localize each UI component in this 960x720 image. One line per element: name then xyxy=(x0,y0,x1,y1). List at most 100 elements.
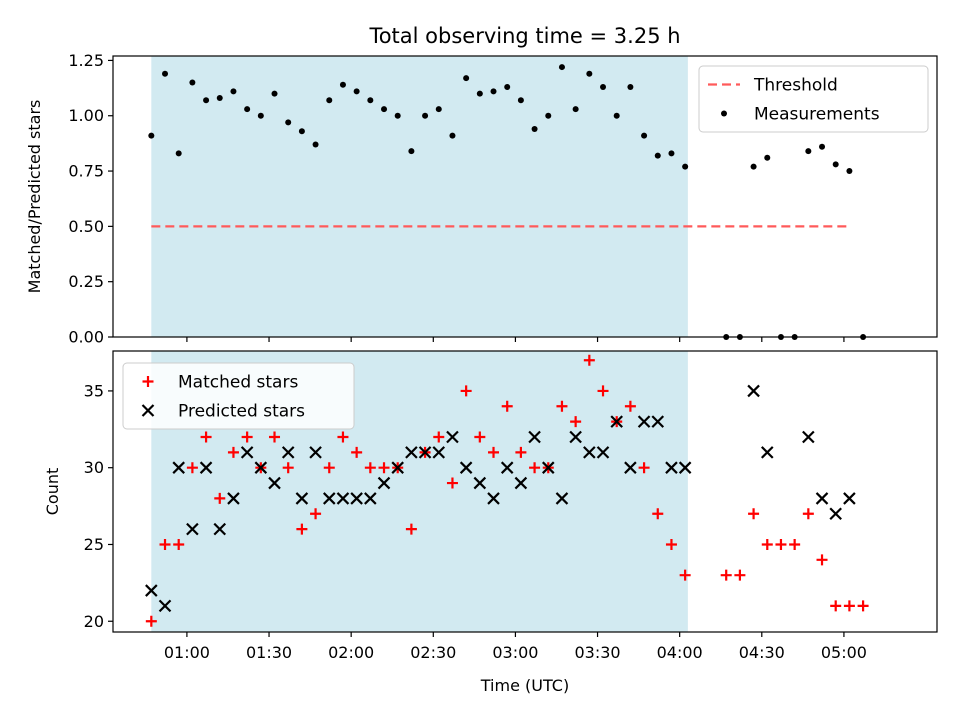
legend-label: Predicted stars xyxy=(178,402,305,422)
data-point xyxy=(816,554,828,566)
data-point xyxy=(257,112,264,119)
data-point xyxy=(764,154,771,161)
data-point xyxy=(789,538,801,550)
data-point xyxy=(654,152,661,159)
data-point xyxy=(186,522,199,536)
y-tick-label: 1.00 xyxy=(68,106,104,125)
data-point xyxy=(830,600,842,612)
panels: 0.00 0.25 0.50 0.75 1.00 1.25 Matched/Predicte… xyxy=(25,51,938,662)
data-point xyxy=(815,492,829,505)
data-point xyxy=(750,163,757,170)
data-point xyxy=(394,112,401,119)
data-point xyxy=(227,492,240,505)
data-point xyxy=(353,88,360,95)
data-point xyxy=(679,569,691,581)
data-point xyxy=(748,508,760,520)
legend-swatch xyxy=(141,404,155,417)
x-tick-label: 04:00 xyxy=(657,643,703,662)
panel-2: 20 25 30 35 01:00 01:30 02:00 02:30 03:00 03:30 04… xyxy=(43,350,938,662)
data-point xyxy=(405,523,417,535)
data-point xyxy=(367,97,374,104)
data-point xyxy=(459,461,473,474)
data-point xyxy=(515,446,527,458)
data-point xyxy=(446,430,459,444)
data-point xyxy=(145,615,157,627)
data-point xyxy=(377,476,391,490)
data-point xyxy=(531,126,538,133)
y-tick-label: 20 xyxy=(84,612,104,631)
y-tick-label: 25 xyxy=(84,535,104,554)
data-point xyxy=(720,569,732,581)
data-point xyxy=(172,461,185,474)
data-point xyxy=(545,112,552,119)
y-tick-label: 1.25 xyxy=(68,51,104,70)
data-point xyxy=(216,95,223,102)
data-point xyxy=(819,143,826,150)
data-point xyxy=(295,492,309,505)
data-point xyxy=(638,462,650,474)
data-point xyxy=(747,384,760,398)
x-tick-label: 04:30 xyxy=(739,643,785,662)
data-point xyxy=(490,88,497,95)
legend-box xyxy=(122,362,355,430)
data-point xyxy=(199,461,213,474)
data-point xyxy=(378,462,390,474)
data-point xyxy=(213,522,227,536)
data-point xyxy=(473,476,487,490)
data-point xyxy=(240,446,254,459)
data-point xyxy=(418,446,432,459)
data-point xyxy=(351,446,363,458)
x-tick-label: 02:30 xyxy=(410,643,456,662)
x-tick-label: 02:00 xyxy=(328,643,374,662)
data-point xyxy=(597,385,609,397)
data-point xyxy=(298,128,305,135)
y-tick-label: 0.25 xyxy=(68,272,104,291)
data-point xyxy=(488,446,500,458)
data-point xyxy=(846,168,853,175)
data-point xyxy=(282,462,294,474)
data-point xyxy=(651,415,665,428)
data-point xyxy=(463,75,470,82)
data-point xyxy=(230,88,237,95)
data-point xyxy=(627,83,634,90)
data-point xyxy=(408,148,415,155)
data-point xyxy=(391,461,404,474)
data-point xyxy=(446,477,458,489)
data-point xyxy=(281,446,295,459)
data-point xyxy=(200,431,212,443)
series-predicted-stars xyxy=(145,384,856,613)
x-tick-label: 01:30 xyxy=(246,643,292,662)
data-point xyxy=(610,415,623,428)
data-point xyxy=(173,538,185,550)
data-point xyxy=(175,150,182,157)
data-point xyxy=(857,600,869,612)
legend: Threshold Measurements xyxy=(698,65,929,133)
chart-title: Total observing time = 3.25 h xyxy=(368,24,680,48)
data-point xyxy=(637,415,651,428)
data-point xyxy=(158,599,172,613)
data-point xyxy=(381,106,388,113)
data-point xyxy=(285,119,292,126)
legend-swatch xyxy=(721,110,727,117)
data-point xyxy=(269,431,281,443)
data-point xyxy=(558,64,565,71)
y-tick-label: 0.50 xyxy=(68,217,104,236)
data-point xyxy=(186,462,198,474)
legend-box xyxy=(698,65,929,133)
data-point xyxy=(296,523,308,535)
data-point xyxy=(541,461,555,474)
data-point xyxy=(569,430,582,444)
data-point xyxy=(312,141,319,148)
data-point xyxy=(682,163,689,170)
data-point xyxy=(364,492,377,505)
x-tick-label: 03:00 xyxy=(492,643,538,662)
data-point xyxy=(843,492,856,505)
data-point xyxy=(556,400,568,412)
data-point xyxy=(802,430,815,444)
data-point xyxy=(162,70,169,77)
data-point xyxy=(668,150,675,157)
data-point xyxy=(555,492,569,505)
series-measurements xyxy=(148,64,867,340)
data-point xyxy=(802,508,814,520)
data-point xyxy=(528,430,541,444)
